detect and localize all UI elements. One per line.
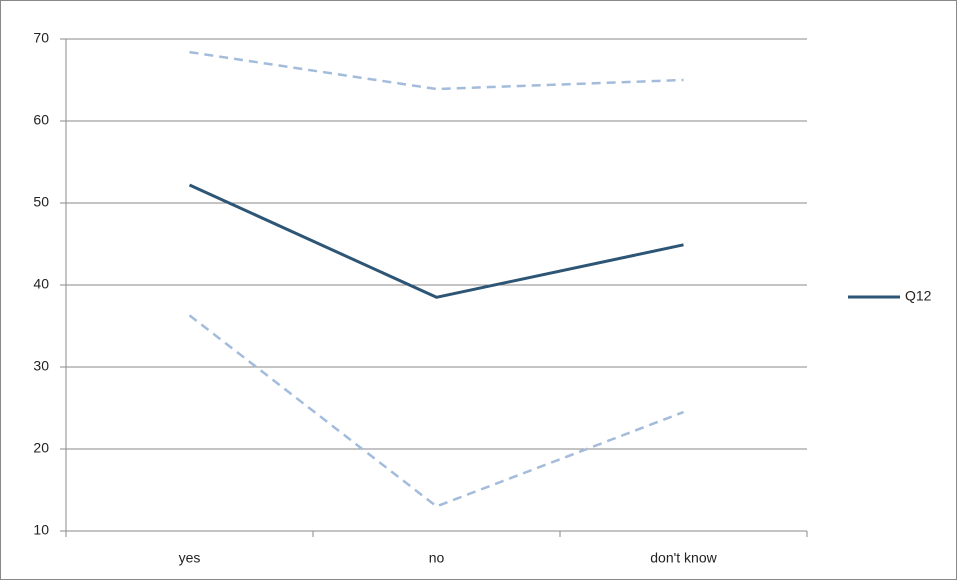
x-tick-label: don't know (650, 550, 717, 566)
series-line (188, 314, 684, 508)
y-tick-label: 70 (33, 30, 49, 46)
series-line (188, 183, 684, 299)
y-tick-label: 30 (33, 358, 49, 374)
y-tick-label: 50 (33, 194, 49, 210)
y-tick-label: 40 (33, 276, 49, 292)
x-tick-label: no (429, 550, 445, 566)
x-tick-label: yes (179, 550, 201, 566)
y-tick-label: 20 (33, 440, 49, 456)
legend-label: Q12 (905, 288, 932, 304)
y-tick-label: 60 (33, 112, 49, 128)
y-tick-label: 10 (33, 522, 49, 538)
series-line (189, 50, 684, 91)
